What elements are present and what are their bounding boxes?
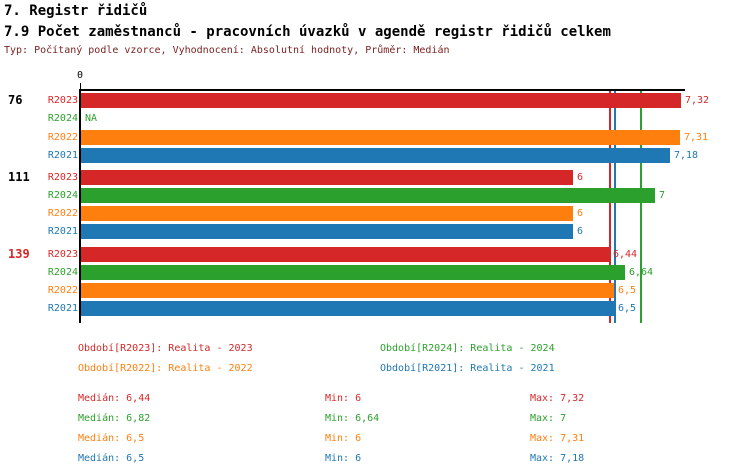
bar-value-label: 7,31 <box>684 132 709 143</box>
series-label-r2024: R2024 <box>47 113 78 124</box>
bar-r2022 <box>81 206 573 221</box>
group-label-76: 76 <box>8 93 23 107</box>
bar-row: R2021 7,18 <box>0 148 698 163</box>
bar-row: R2021 6 <box>0 224 583 239</box>
bar-value-label: 7,18 <box>674 150 699 161</box>
series-label-r2022: R2022 <box>47 208 78 219</box>
bar-value-label: 6,5 <box>618 285 637 296</box>
bar-r2023 <box>81 247 609 262</box>
page-title: 7. Registr řidičů <box>4 3 148 19</box>
group-label-139: 139 <box>8 247 30 261</box>
series-label-r2022: R2022 <box>47 132 78 143</box>
chart-title: 7.9 Počet zaměstnanců - pracovních úvazk… <box>4 24 611 40</box>
bar-row: R2023 7,32 <box>0 93 709 108</box>
median-line-r2024 <box>640 91 642 323</box>
bar-row: R2024 6,64 <box>0 265 653 280</box>
bar-row: R2021 6,5 <box>0 301 636 316</box>
median-value: Medián: 6,5 <box>78 453 145 464</box>
x-axis-line <box>79 89 685 91</box>
bar-value-label: 7,32 <box>685 95 710 106</box>
series-label-r2022: R2022 <box>47 285 78 296</box>
max-value: Max: 7,32 <box>530 393 585 404</box>
min-value: Min: 6 <box>325 393 362 404</box>
bar-r2024 <box>81 188 655 203</box>
bar-r2021 <box>81 224 573 239</box>
x-axis-tick <box>80 83 81 89</box>
median-line-r2023 <box>609 91 611 323</box>
median-value: Medián: 6,5 <box>78 433 145 444</box>
bar-r2022 <box>81 130 680 145</box>
x-axis-tick-label: 0 <box>76 70 84 81</box>
bar-row: R2022 7,31 <box>0 130 708 145</box>
bar-r2023 <box>81 93 681 108</box>
bar-row: R2024 NA <box>0 111 97 126</box>
bar-value-label: 6,64 <box>629 267 654 278</box>
legend-item-r2022: Období[R2022]: Realita - 2022 <box>78 363 253 374</box>
bar-r2023 <box>81 170 573 185</box>
bar-value-label: 7 <box>659 190 666 201</box>
max-value: Max: 7 <box>530 413 567 424</box>
series-label-r2023: R2023 <box>47 249 78 260</box>
median-value: Medián: 6,82 <box>78 413 151 424</box>
min-value: Min: 6 <box>325 433 362 444</box>
bar-value-label: 6,44 <box>613 249 638 260</box>
bar-row: R2023 6,44 <box>0 247 637 262</box>
series-label-r2023: R2023 <box>47 172 78 183</box>
bar-row: R2022 6,5 <box>0 283 636 298</box>
bar-row: R2024 7 <box>0 188 665 203</box>
chart-subtitle: Typ: Počítaný podle vzorce, Vyhodnocení:… <box>4 45 450 56</box>
bar-r2021 <box>81 148 670 163</box>
legend-item-r2023: Období[R2023]: Realita - 2023 <box>78 343 253 354</box>
max-value: Max: 7,18 <box>530 453 585 464</box>
bar-r2024 <box>81 265 625 280</box>
bar-r2021 <box>81 301 614 316</box>
bar-value-label: NA <box>85 113 98 124</box>
bar-value-label: 6,5 <box>618 303 637 314</box>
series-label-r2021: R2021 <box>47 226 78 237</box>
y-axis-line <box>79 89 81 323</box>
series-label-r2021: R2021 <box>47 303 78 314</box>
bar-value-label: 6 <box>577 172 584 183</box>
series-label-r2021: R2021 <box>47 150 78 161</box>
legend-item-r2024: Období[R2024]: Realita - 2024 <box>380 343 555 354</box>
bar-value-label: 6 <box>577 226 584 237</box>
bar-r2022 <box>81 283 614 298</box>
series-label-r2023: R2023 <box>47 95 78 106</box>
group-label-111: 111 <box>8 170 30 184</box>
max-value: Max: 7,31 <box>530 433 585 444</box>
series-label-r2024: R2024 <box>47 190 78 201</box>
legend-item-r2021: Období[R2021]: Realita - 2021 <box>380 363 555 374</box>
bar-row: R2022 6 <box>0 206 583 221</box>
median-line-r2021 <box>614 91 616 323</box>
min-value: Min: 6 <box>325 453 362 464</box>
median-value: Medián: 6,44 <box>78 393 151 404</box>
bar-value-label: 6 <box>577 208 584 219</box>
series-label-r2024: R2024 <box>47 267 78 278</box>
bar-row: R2023 6 <box>0 170 583 185</box>
min-value: Min: 6,64 <box>325 413 380 424</box>
